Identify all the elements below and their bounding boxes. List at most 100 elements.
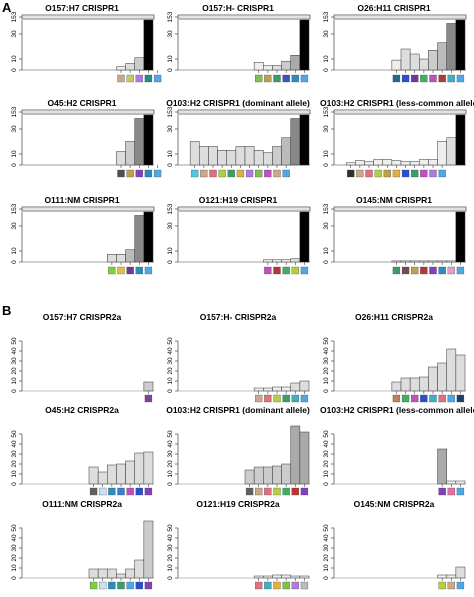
chart-svg: 0 10 30 153 xyxy=(323,203,467,275)
x-marker-swatch xyxy=(429,266,437,275)
y-tick-label: 40 xyxy=(11,347,18,355)
chart-bar xyxy=(364,161,374,166)
chart-bar xyxy=(428,159,438,166)
y-tick-label: 10 xyxy=(11,55,18,63)
chart-bar xyxy=(116,66,126,71)
x-marker-swatch xyxy=(273,74,281,83)
x-marker-swatch xyxy=(108,581,116,590)
chart-bar xyxy=(419,58,429,71)
x-marker-swatch xyxy=(126,581,134,590)
chart-bar xyxy=(97,568,108,579)
y-tick-label: 30 xyxy=(323,222,330,230)
x-marker-swatch xyxy=(356,169,364,178)
chart-panel: O103:H2 CRISPR1 (less-common allele) 0 10 3… xyxy=(320,98,474,188)
y-tick-label: 153 xyxy=(167,203,174,214)
x-marker-swatch xyxy=(300,266,309,275)
x-marker-swatch xyxy=(282,487,290,496)
chart-svg: 0 10 30 153 xyxy=(323,106,467,178)
x-marker-swatch xyxy=(429,169,437,178)
chart-bar xyxy=(116,573,126,579)
chart-title: O145:NM CRISPR2a xyxy=(353,499,435,509)
x-marker-swatch xyxy=(447,581,455,590)
x-marker-swatch xyxy=(291,394,299,403)
y-tick-label: 30 xyxy=(323,125,330,133)
chart-bar xyxy=(134,559,145,579)
chart-bar xyxy=(299,19,310,71)
y-tick-label: 50 xyxy=(323,337,330,345)
x-marker-swatch xyxy=(456,74,465,83)
x-marker-swatch xyxy=(209,169,217,178)
x-marker-swatch xyxy=(291,266,299,275)
chart-title: O26:H11 CRISPR1 xyxy=(357,3,431,13)
chart-bar xyxy=(253,387,264,392)
x-marker-swatch xyxy=(117,266,125,275)
chart-bar xyxy=(400,377,411,392)
chart-bar xyxy=(446,480,457,485)
chart-panel: O121:H19 CRISPR1 0 10 30 153 xyxy=(164,195,312,285)
chart-bar xyxy=(446,574,457,579)
x-marker-swatch xyxy=(99,487,107,496)
chart-bar xyxy=(244,469,255,485)
y-tick-label: 0 xyxy=(167,389,174,393)
chart-bar xyxy=(116,463,126,485)
chart-bar xyxy=(134,57,145,71)
chart-bar xyxy=(400,48,411,71)
x-marker-swatch xyxy=(300,394,309,403)
chart-bar xyxy=(419,376,429,392)
chart-bar xyxy=(281,386,291,392)
chart-svg: 0 10 20 30 40 50 xyxy=(11,430,154,496)
x-marker-swatch xyxy=(411,394,419,403)
y-tick-label: 0 xyxy=(323,482,330,486)
y-tick-label: 10 xyxy=(167,470,174,478)
x-marker-swatch xyxy=(282,266,290,275)
chart-bar xyxy=(382,159,393,166)
x-marker-swatch xyxy=(429,74,437,83)
y-tick-label: 10 xyxy=(167,55,174,63)
chart-bar xyxy=(253,150,264,166)
y-tick-label: 153 xyxy=(323,106,330,117)
x-marker-swatch xyxy=(438,487,446,496)
chart-bar xyxy=(253,62,264,71)
y-tick-label: 10 xyxy=(11,247,18,255)
chart-svg: 0 10 30 153 xyxy=(323,11,467,83)
x-marker-swatch xyxy=(117,487,125,496)
chart-bar xyxy=(263,387,273,392)
chart-bar xyxy=(299,114,310,166)
chart-bar xyxy=(272,146,282,166)
chart-title: O121:H19 CRISPR2a xyxy=(196,499,280,509)
chart-title: O103:H2 CRISPR1 (less-common allele) xyxy=(320,405,474,415)
chart-svg: 0 10 20 30 40 50 xyxy=(323,430,466,496)
x-marker-swatch xyxy=(273,487,281,496)
chart-bar xyxy=(455,19,466,71)
chart-title: O103:H2 CRISPR1 (less-common allele) xyxy=(320,98,474,108)
chart-title: O111:NM CRISPR2a xyxy=(42,499,122,509)
chart-bar xyxy=(134,452,145,485)
y-tick-label: 153 xyxy=(323,11,330,22)
chart-bar xyxy=(299,380,310,392)
y-tick-label: 10 xyxy=(323,470,330,478)
y-tick-label: 50 xyxy=(11,430,18,438)
x-marker-swatch xyxy=(300,487,309,496)
chart-panel: O121:H19 CRISPR2a 0 10 20 30 40 50 xyxy=(164,499,312,590)
x-marker-swatch xyxy=(411,169,419,178)
chart-svg: 0 10 20 30 40 50 xyxy=(167,524,310,590)
y-tick-label: 30 xyxy=(167,357,174,365)
y-tick-label: 40 xyxy=(323,534,330,542)
x-marker-swatch xyxy=(144,487,153,496)
chart-title: O157:H- CRISPR2a xyxy=(199,312,277,322)
chart-svg: 0 10 20 30 40 50 xyxy=(323,524,466,590)
y-tick-label: 0 xyxy=(167,68,174,72)
y-tick-label: 10 xyxy=(323,150,330,158)
chart-title: O145:NM CRISPR1 xyxy=(355,195,433,205)
y-tick-label: 0 xyxy=(323,68,330,72)
chart-svg: 0 10 30 153 xyxy=(11,11,162,83)
chart-bar xyxy=(134,118,145,166)
y-tick-label: 40 xyxy=(167,440,174,448)
chart-bar xyxy=(428,50,438,71)
chart-bar xyxy=(446,348,457,392)
y-tick-label: 40 xyxy=(323,440,330,448)
chart-bar xyxy=(437,141,447,166)
chart-bar xyxy=(345,162,356,166)
chart-svg: 0 10 30 153 xyxy=(167,11,311,83)
chart-bar xyxy=(263,575,273,579)
